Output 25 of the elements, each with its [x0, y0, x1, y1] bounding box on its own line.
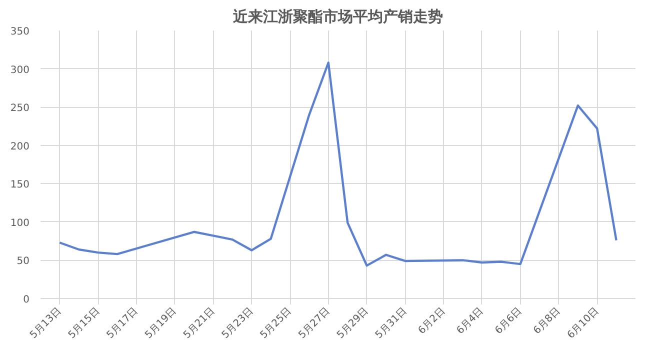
x-tick-label: 6月6日 — [493, 306, 524, 337]
x-tick-label: 6月10日 — [566, 306, 602, 342]
x-tick-label: 5月23日 — [220, 306, 256, 342]
x-tick-label: 5月27日 — [296, 306, 332, 342]
y-tick-label: 0 — [23, 294, 30, 306]
x-tick-label: 6月2日 — [416, 306, 448, 337]
chart-title: 近来江浙聚酯市场平均产销走势 — [232, 8, 443, 26]
x-tick-label: 6月8日 — [532, 306, 563, 337]
x-tick-label: 5月13日 — [28, 306, 64, 342]
y-tick-label: 200 — [10, 141, 30, 152]
x-tick-label: 5月15日 — [66, 306, 102, 342]
x-tick-label: 5月19日 — [143, 306, 179, 342]
x-tick-label: 5月25日 — [258, 306, 294, 342]
y-tick-label: 300 — [10, 64, 30, 76]
x-tick-label: 5月21日 — [182, 306, 218, 342]
y-tick-label: 150 — [10, 180, 30, 191]
y-tick-label: 100 — [10, 218, 30, 229]
x-tick-label: 6月4日 — [454, 306, 486, 337]
y-tick-label: 50 — [16, 256, 30, 268]
x-tick-label: 5月17日 — [104, 306, 140, 342]
line-series — [58, 62, 618, 267]
x-tick-label: 5月31日 — [374, 306, 410, 342]
y-tick-label: 250 — [10, 103, 30, 114]
y-tick-label: 350 — [10, 26, 30, 38]
x-tick-label: 5月29日 — [335, 306, 371, 342]
